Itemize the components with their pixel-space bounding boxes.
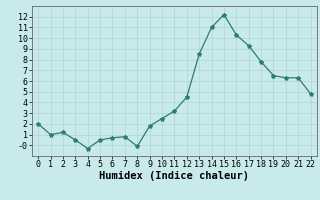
X-axis label: Humidex (Indice chaleur): Humidex (Indice chaleur) <box>100 171 249 181</box>
